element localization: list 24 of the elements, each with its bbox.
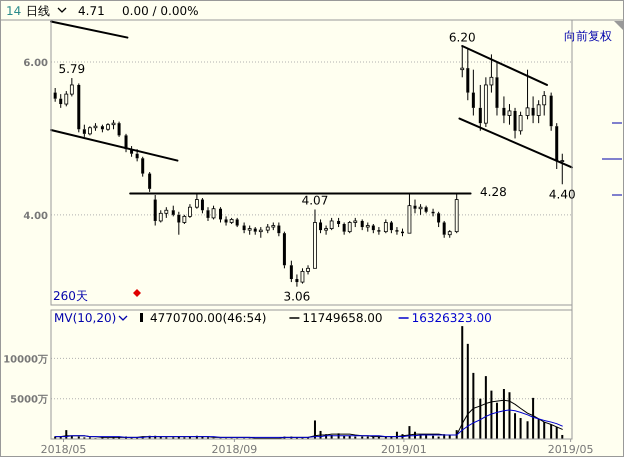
chart-title: MV(10,20)	[54, 311, 116, 325]
legend-label: 11749658.00	[302, 311, 383, 325]
text: 0.00 / 0.00%	[122, 4, 199, 18]
annotation: 4.28	[480, 185, 507, 199]
x-tick-label: 2018/09	[212, 443, 258, 456]
annotation: 6.20	[448, 30, 476, 45]
y-tick-label: 6.00	[23, 58, 48, 70]
annotation: 260天	[53, 289, 88, 303]
y-tick-label: 10000万	[3, 354, 48, 366]
annotation: 向前复权	[564, 29, 612, 43]
text: 4.71	[78, 4, 105, 18]
annotation: 5.79	[58, 62, 86, 76]
y-tick-label: 5000万	[10, 394, 48, 406]
x-tick-label: 2019/05	[548, 443, 594, 456]
x-tick-label: 2019/01	[381, 443, 427, 456]
text: 日线	[26, 4, 50, 18]
legend-label: 4770700.00(46:54)	[150, 311, 266, 325]
annotation: 4.07	[302, 193, 328, 208]
text: 14	[6, 4, 22, 18]
x-tick-label: 2018/05	[40, 443, 86, 456]
y-tick-label: 4.00	[23, 210, 48, 222]
annotation: 4.40	[548, 187, 576, 202]
annotation: 3.06	[284, 290, 310, 304]
legend-label: 16326323.00	[412, 311, 492, 325]
